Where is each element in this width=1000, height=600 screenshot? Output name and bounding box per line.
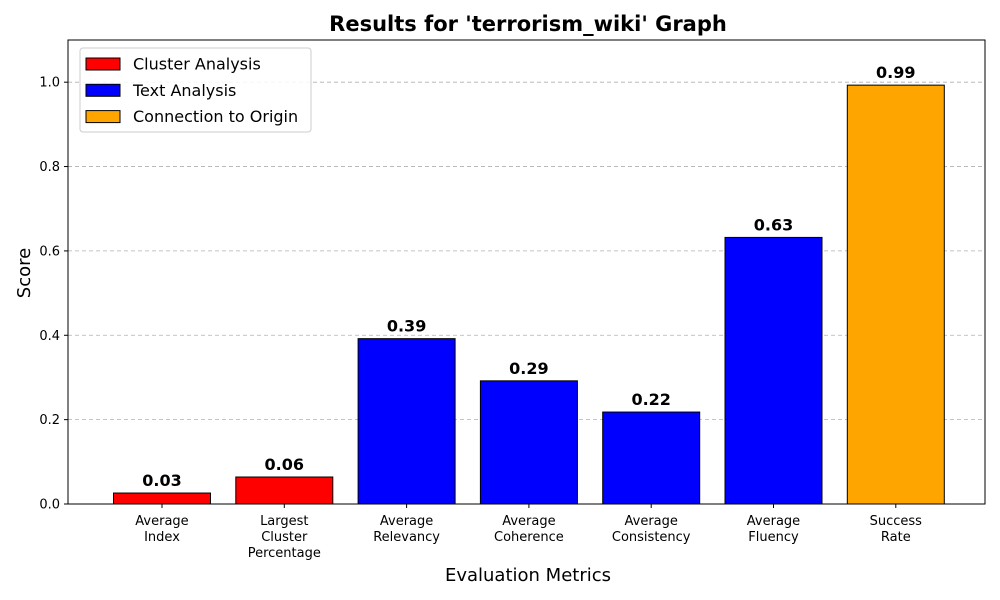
- bar: [602, 411, 701, 505]
- data-label: 0.39: [387, 317, 426, 336]
- x-tick-label: Rate: [881, 530, 911, 545]
- x-tick-label: Average: [625, 514, 678, 529]
- bar: [846, 84, 945, 505]
- legend-swatch: [85, 110, 121, 124]
- x-tick-label: Consistency: [612, 530, 691, 545]
- x-tick-label: Fluency: [748, 530, 799, 545]
- legend-entry: Connection to Origin: [133, 107, 298, 126]
- bar: [479, 380, 578, 505]
- y-tick-label: 0.8: [39, 160, 60, 175]
- x-tick-label: Average: [380, 514, 433, 529]
- legend-entry: Text Analysis: [132, 81, 236, 100]
- legend-swatch: [85, 57, 121, 71]
- data-label: 0.03: [142, 471, 181, 490]
- y-tick-label: 1.0: [39, 76, 60, 91]
- y-tick-label: 0.4: [39, 329, 60, 344]
- x-tick-label: Percentage: [248, 546, 321, 561]
- x-tick-label: Cluster: [261, 530, 308, 545]
- data-label: 0.06: [265, 455, 304, 474]
- y-tick-label: 0.6: [39, 244, 60, 259]
- data-labels: 0.03 0.06 0.39 0.29 0.22 0.63 0.99: [142, 63, 915, 490]
- plot-frame: [67, 39, 986, 505]
- x-tick-label: Largest: [260, 514, 308, 529]
- axes: 0.00.20.40.60.81.0AverageIndexLargestClu…: [39, 39, 986, 561]
- legend: Cluster Analysis Text Analysis Connection …: [79, 47, 312, 133]
- legend-swatch: [85, 83, 121, 97]
- x-tick-label: Relevancy: [373, 530, 440, 545]
- x-axis-label: Evaluation Metrics: [445, 565, 611, 586]
- chart-title: Results for 'terrorism_wiki' Graph: [329, 12, 727, 36]
- bar: [113, 492, 211, 505]
- x-tick-label: Coherence: [494, 530, 564, 545]
- x-tick-label: Average: [747, 514, 800, 529]
- legend-entry: Cluster Analysis: [133, 55, 261, 74]
- data-label: 0.22: [631, 390, 670, 409]
- y-tick-label: 0.0: [39, 498, 60, 513]
- bar: [235, 476, 334, 505]
- bar: [357, 338, 456, 505]
- bars: [113, 84, 945, 505]
- y-axis-label: Score: [14, 248, 35, 298]
- y-tick-label: 0.2: [39, 413, 60, 428]
- legend-box: [79, 47, 312, 133]
- data-label: 0.29: [509, 359, 548, 378]
- data-label: 0.99: [876, 63, 915, 82]
- bar: [724, 236, 823, 505]
- x-tick-label: Index: [144, 530, 180, 545]
- x-tick-label: Average: [135, 514, 188, 529]
- data-label: 0.63: [754, 215, 793, 234]
- x-tick-label: Average: [502, 514, 555, 529]
- x-tick-label: Success: [870, 514, 923, 529]
